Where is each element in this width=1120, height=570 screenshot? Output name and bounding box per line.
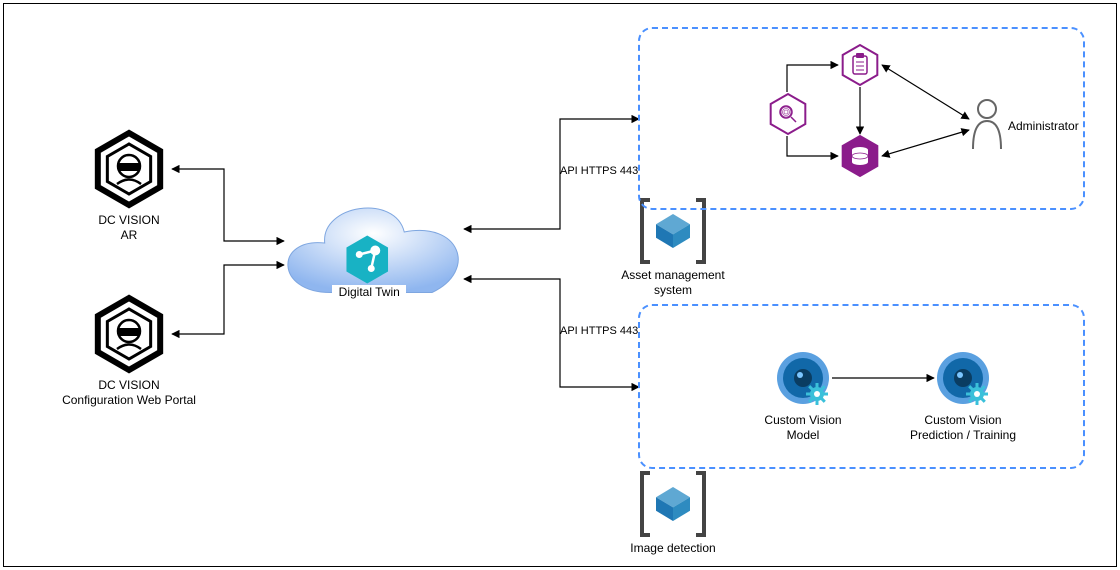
dc-vision-ar-label: DC VISION AR bbox=[49, 213, 209, 243]
svg-text:API HTTPS 443: API HTTPS 443 bbox=[560, 325, 638, 337]
asset-management-label: Asset management system bbox=[593, 268, 753, 298]
svg-text:API HTTPS 443: API HTTPS 443 bbox=[560, 165, 638, 177]
custom-vision-model-label: Custom Vision Model bbox=[723, 413, 883, 443]
image-detection-label: Image detection bbox=[593, 541, 753, 556]
digital-twin-label: Digital Twin bbox=[332, 285, 406, 300]
dc-vision-config-label: DC VISION Configuration Web Portal bbox=[49, 378, 209, 408]
image_detection-icon bbox=[642, 473, 704, 535]
custom-vision-predict-label: Custom Vision Prediction / Training bbox=[883, 413, 1043, 443]
administrator-label: Administrator bbox=[1008, 119, 1098, 134]
digital_twin-icon bbox=[288, 208, 458, 292]
diagram-canvas: API HTTPS 443API HTTPS 443 DC VISION AR … bbox=[3, 3, 1117, 567]
dc_vision_config-icon bbox=[98, 298, 160, 370]
dc_vision_ar-icon bbox=[98, 133, 160, 205]
image-detection-region bbox=[638, 304, 1085, 469]
